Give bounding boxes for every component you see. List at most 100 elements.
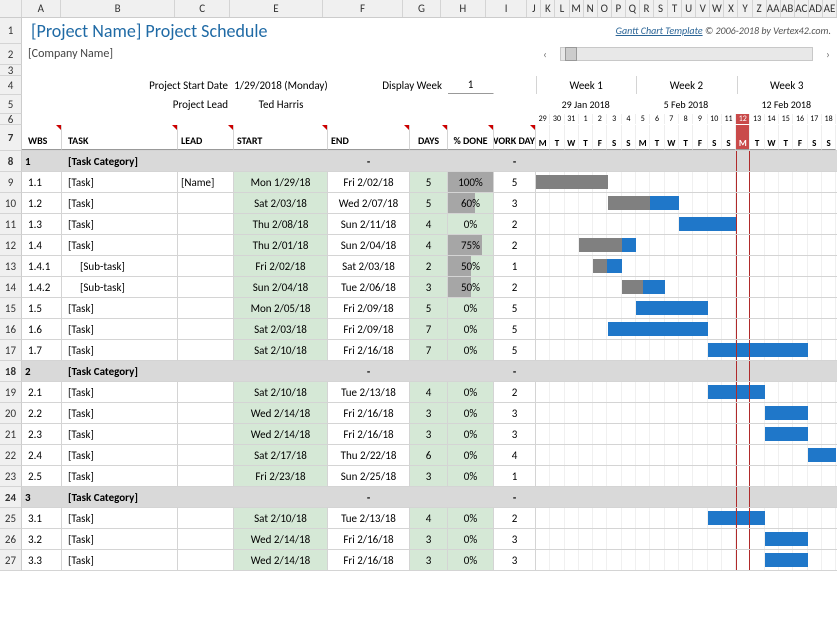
cell-workdays[interactable]: 3 (494, 550, 536, 570)
cell-wbs[interactable]: 1.3 (22, 214, 62, 234)
row-header[interactable]: 12 (0, 235, 22, 256)
cell-done[interactable]: 75% (448, 235, 494, 255)
row-header[interactable]: 17 (0, 340, 22, 361)
cell-done[interactable]: 0% (448, 319, 494, 339)
cell-wbs[interactable]: 1.1 (22, 172, 62, 192)
gantt-bar[interactable] (708, 511, 765, 525)
cell-task[interactable]: [Task] (62, 445, 178, 465)
cell-days[interactable]: 3 (410, 424, 448, 444)
cell-end[interactable]: Fri 2/16/18 (328, 424, 410, 444)
cell-lead[interactable] (178, 256, 234, 276)
gantt-bar[interactable] (708, 343, 808, 357)
cell-end[interactable]: Fri 2/16/18 (328, 550, 410, 570)
col-header[interactable]: F (323, 0, 404, 17)
cell-lead[interactable] (178, 424, 234, 444)
row-header[interactable]: 4 (0, 76, 22, 95)
cell-lead[interactable] (178, 193, 234, 213)
cell-end[interactable]: Fri 2/16/18 (328, 403, 410, 423)
cell-done[interactable]: 0% (448, 424, 494, 444)
cell-start[interactable]: Mon 1/29/18 (234, 172, 328, 192)
col-header[interactable]: L (555, 0, 569, 17)
cell-lead[interactable] (178, 382, 234, 402)
header-work[interactable]: WORK DAYS (494, 125, 536, 150)
corner[interactable] (0, 0, 22, 17)
cell-end[interactable]: - (328, 487, 410, 507)
row-header[interactable]: 16 (0, 319, 22, 340)
cell-done[interactable]: 0% (448, 445, 494, 465)
header-start[interactable]: START (234, 125, 328, 150)
cell-workdays[interactable]: - (494, 361, 536, 381)
cell-days[interactable]: 4 (410, 508, 448, 528)
cell-lead[interactable] (178, 529, 234, 549)
cell-lead[interactable] (178, 550, 234, 570)
cell-days[interactable]: 5 (410, 193, 448, 213)
cell-start[interactable]: Wed 2/14/18 (234, 529, 328, 549)
cell-workdays[interactable]: 4 (494, 445, 536, 465)
row-header[interactable]: 21 (0, 424, 22, 445)
row-header[interactable]: 13 (0, 256, 22, 277)
cell-days[interactable]: 3 (410, 277, 448, 297)
col-header[interactable]: AB (781, 0, 795, 17)
cell-end[interactable]: Sat 2/03/18 (328, 256, 410, 276)
col-header[interactable]: Z (753, 0, 767, 17)
cell-start[interactable]: Thu 2/08/18 (234, 214, 328, 234)
cell-end[interactable]: Sun 2/11/18 (328, 214, 410, 234)
cell-days[interactable]: 3 (410, 466, 448, 486)
col-header[interactable]: J (527, 0, 541, 17)
row-header[interactable]: 9 (0, 172, 22, 193)
cell-workdays[interactable]: 5 (494, 319, 536, 339)
cell-start[interactable]: Thu 2/01/18 (234, 235, 328, 255)
row-header[interactable]: 11 (0, 214, 22, 235)
col-header[interactable]: S (654, 0, 668, 17)
cell-lead[interactable] (178, 340, 234, 360)
gantt-bar[interactable] (808, 448, 837, 462)
cell-wbs[interactable]: 2.2 (22, 403, 62, 423)
col-header[interactable]: AA (767, 0, 781, 17)
cell-done[interactable]: 0% (448, 298, 494, 318)
row-header[interactable]: 7 (0, 125, 22, 151)
cell-lead[interactable] (178, 508, 234, 528)
cell-task[interactable]: [Task] (62, 319, 178, 339)
cell-task[interactable]: [Task] (62, 403, 178, 423)
cell-days[interactable]: 3 (410, 550, 448, 570)
cell-wbs[interactable]: 2 (22, 361, 62, 381)
cell-wbs[interactable]: 1.7 (22, 340, 62, 360)
cell-task[interactable]: [Task Category] (62, 151, 178, 171)
cell-end[interactable]: Sun 2/04/18 (328, 235, 410, 255)
cell-done[interactable] (448, 151, 494, 171)
credit-link[interactable]: Gantt Chart Template (616, 24, 703, 37)
cell-workdays[interactable]: - (494, 151, 536, 171)
col-header[interactable]: W (710, 0, 724, 17)
row-header[interactable]: 1 (0, 18, 22, 44)
cell-start[interactable]: Mon 2/05/18 (234, 298, 328, 318)
cell-task[interactable]: [Task] (62, 214, 178, 234)
cell-wbs[interactable]: 1.6 (22, 319, 62, 339)
cell-workdays[interactable]: - (494, 487, 536, 507)
cell-done[interactable]: 0% (448, 508, 494, 528)
row-header[interactable]: 19 (0, 382, 22, 403)
cell-lead[interactable] (178, 319, 234, 339)
cell-workdays[interactable]: 2 (494, 214, 536, 234)
cell-start[interactable]: Fri 2/02/18 (234, 256, 328, 276)
gantt-bar[interactable] (636, 301, 708, 315)
cell-workdays[interactable]: 2 (494, 508, 536, 528)
cell-workdays[interactable]: 1 (494, 256, 536, 276)
col-header[interactable]: E (230, 0, 322, 17)
row-header[interactable]: 25 (0, 508, 22, 529)
cell-start[interactable] (234, 361, 328, 381)
cell-task[interactable]: [Task] (62, 235, 178, 255)
col-header[interactable]: A (22, 0, 61, 17)
row-header[interactable]: 15 (0, 298, 22, 319)
row-header[interactable]: 27 (0, 550, 22, 571)
col-header[interactable]: R (640, 0, 654, 17)
cell-lead[interactable] (178, 403, 234, 423)
cell-task[interactable]: [Task] (62, 466, 178, 486)
cell-lead[interactable] (178, 277, 234, 297)
slider-thumb[interactable] (565, 47, 577, 61)
slider-prev[interactable]: ‹ (536, 45, 554, 63)
cell-wbs[interactable]: 3.1 (22, 508, 62, 528)
display-week-value[interactable]: 1 (448, 76, 494, 94)
cell-workdays[interactable]: 3 (494, 529, 536, 549)
cell-wbs[interactable]: 1.2 (22, 193, 62, 213)
gantt-bar[interactable] (765, 427, 808, 441)
